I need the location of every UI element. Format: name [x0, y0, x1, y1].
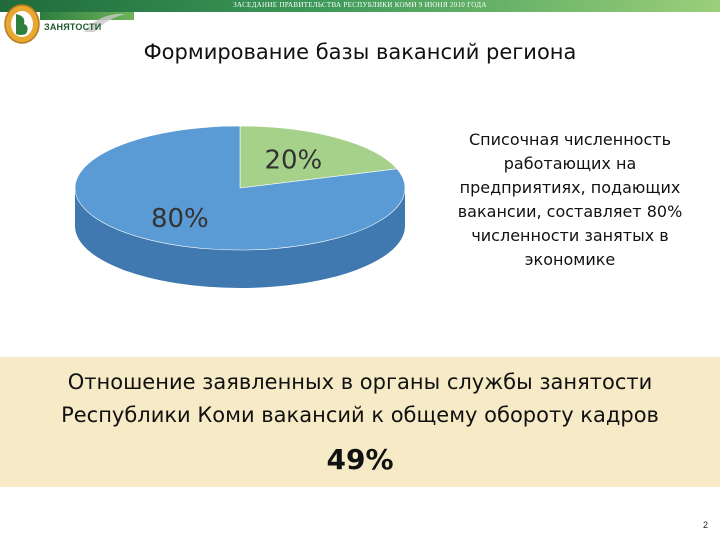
logo-text: ЗАНЯТОСТИ [44, 22, 102, 32]
ratio-panel: Отношение заявленных в органы службы зан… [0, 357, 720, 487]
side-note-line: вакансии, составляет 80% [457, 202, 683, 221]
page-title: Формирование базы вакансий региона [143, 40, 577, 64]
side-note: Списочная численность работающих на пред… [420, 128, 720, 272]
pie-slice [74, 125, 406, 251]
ratio-line: Республики Коми вакансий к общему оборот… [61, 403, 659, 427]
side-note-line: предприятиях, подающих [459, 178, 681, 197]
pie-chart: 20% 80% [74, 125, 406, 288]
ratio-description: Отношение заявленных в органы службы зан… [0, 366, 720, 432]
side-note-line: экономике [524, 250, 616, 269]
side-note-line: работающих на [503, 154, 637, 173]
side-note-line: Списочная численность [468, 130, 672, 149]
header-band [0, 0, 720, 12]
page-number: 2 [702, 520, 708, 530]
logo-emblem-icon [4, 4, 40, 44]
ratio-value: 49% [326, 443, 394, 476]
ratio-line: Отношение заявленных в органы службы зан… [67, 370, 653, 394]
logo-strip [40, 12, 134, 20]
header-caption: ЗАСЕДАНИЕ ПРАВИТЕЛЬСТВА РЕСПУБЛИКИ КОМИ … [233, 1, 487, 9]
pie-slice-label: 80% [151, 204, 209, 234]
pie-slice-side [75, 188, 405, 288]
pie-slice-label: 20% [264, 145, 322, 175]
pie-slice [239, 125, 398, 189]
side-note-line: численности занятых в [471, 226, 669, 245]
logo: ЗАНЯТОСТИ [0, 0, 140, 48]
logo-swoosh-icon [84, 13, 126, 32]
